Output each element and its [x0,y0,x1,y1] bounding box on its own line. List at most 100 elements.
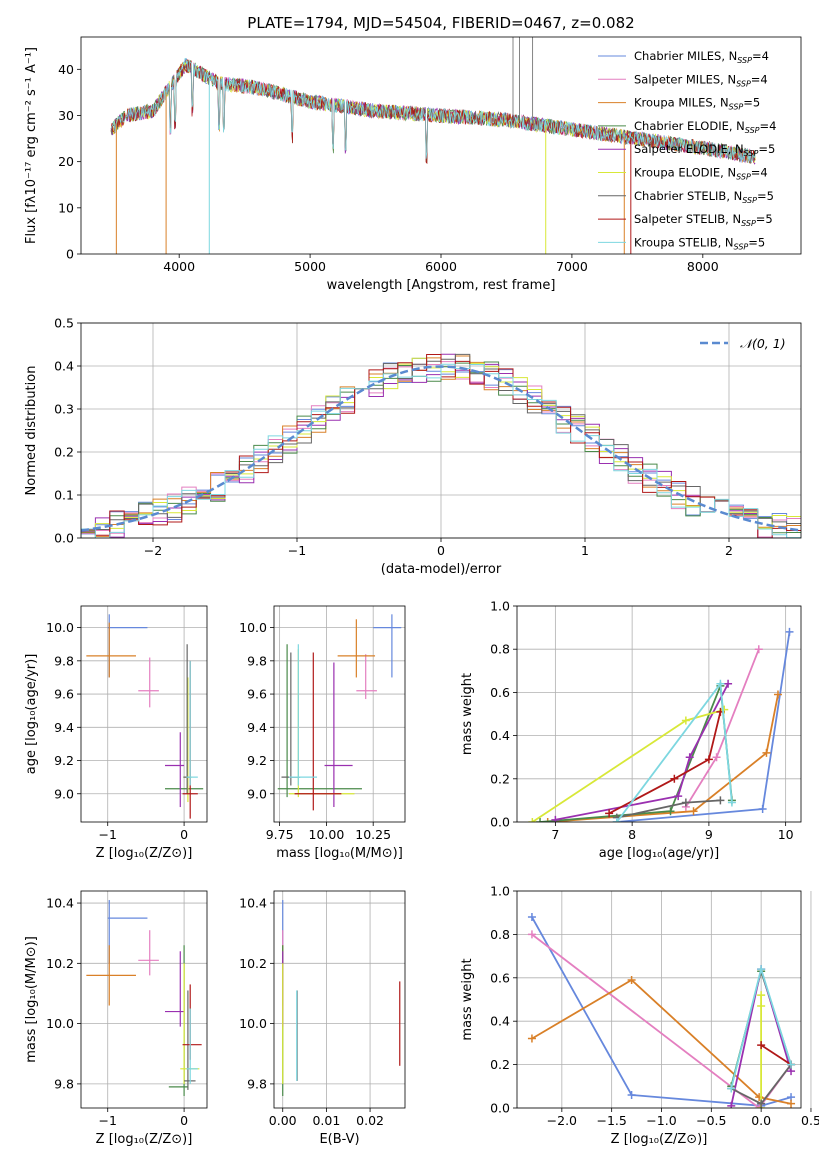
weight-marker [681,798,690,807]
spectrum-line [110,57,756,164]
y-tick-label: 10.0 [239,1016,267,1031]
weight-marker [689,807,698,816]
x-tick-label: 8 [628,827,636,842]
y-axis-label: mass [log₁₀(M/M⊙)] [24,936,39,1063]
y-tick-label: 10.2 [46,956,74,971]
y-tick-label: 0.6 [490,970,510,985]
y-axis-label: mass weight [460,673,475,755]
panel-spectrum: 4000 5000 6000 7000 8000 0 10 20 30 40 wavelength … [24,36,802,293]
legend-entry: Salpeter ELODIE, NSSP=5 [634,142,775,158]
y-tick-label: 0.0 [490,815,510,830]
histogram-series [81,354,801,538]
weight-marker [712,753,721,762]
weight-marker [704,755,713,764]
y-tick-label: 10.0 [239,620,267,635]
weight-marker [785,627,794,636]
y-tick-label: 10.0 [46,1016,74,1031]
x-tick-label: 7000 [556,259,588,274]
y-tick-label: 9.0 [247,786,267,801]
y-tick-label: 0.4 [54,359,74,374]
x-tick-label: 10 [778,827,794,842]
weight-line [547,694,779,822]
y-tick-label: 10.0 [46,620,74,635]
x-tick-label: −1 [99,1113,117,1128]
x-axis-label: wavelength [Angstrom, rest frame] [327,278,556,293]
weight-marker [727,1101,736,1108]
y-tick-label: 40 [58,62,74,77]
weight-line [555,683,729,821]
weight-marker [527,1034,536,1043]
x-tick-label: −1.5 [596,1113,626,1128]
x-tick-label: 2 [725,543,733,558]
weight-marker [757,1099,766,1108]
x-axis-label: E(B-V) [319,1132,359,1147]
legend-entry: Kroupa STELIB, NSSP=5 [634,235,765,251]
weight-marker [543,818,552,822]
weight-marker [612,818,621,822]
weight-marker [716,679,725,688]
weight-marker [727,798,736,807]
weight-marker [787,1060,796,1069]
plot-area-EBV-mass [282,900,401,1096]
weight-line [685,648,760,808]
y-tick-label: 10.4 [46,896,74,911]
legend-entry: Salpeter STELIB, NSSP=5 [634,212,773,228]
weight-marker [716,796,725,805]
panel-age-weight: 7 8 9 10 0.0 0.2 0.4 0.6 0.8 1.0 age [log₁₀(age/yr… [460,599,802,861]
x-tick-label: −1.0 [646,1113,676,1128]
y-tick-label: 10.4 [239,896,267,911]
axes-frame [80,890,208,1109]
x-tick-label: 0.02 [356,1113,384,1128]
y-tick-label: 9.0 [54,786,74,801]
x-tick-label: 9 [705,827,713,842]
panel-Z-age: −1 0 9.0 9.2 9.4 9.6 9.8 10.0 Z [log₁₀(Z/Z⊙)] age… [24,605,208,861]
x-tick-label: 1 [581,543,589,558]
legend-entry: 𝒩(0, 1) [740,336,786,351]
y-tick-label: 10.2 [239,956,267,971]
weight-marker [773,690,782,699]
legend-entry: Kroupa MILES, NSSP=5 [634,96,760,112]
x-tick-label: 10.00 [309,827,345,842]
legend-entry: Salpeter MILES, NSSP=4 [634,72,768,88]
weight-marker [757,1041,766,1050]
y-tick-label: 9.6 [54,687,74,702]
y-tick-label: 0.1 [54,488,74,503]
plot-area-age-weight [528,627,794,822]
weight-line [608,711,722,815]
weight-marker [528,818,537,822]
weight-marker [551,815,560,822]
y-tick-label: 9.8 [54,1076,74,1091]
y-tick-label: 10 [58,200,74,215]
x-tick-label: 10.25 [355,827,391,842]
x-tick-label: −1 [288,543,306,558]
weight-marker [787,1099,796,1108]
x-tick-label: −2 [144,543,162,558]
weight-marker [527,913,536,922]
y-tick-label: 0.0 [490,1101,510,1116]
axes-frame [273,605,406,823]
x-tick-label: 8000 [687,259,719,274]
weight-marker [754,645,763,654]
x-tick-label: 0 [180,827,188,842]
plot-area-Z-weight [527,913,796,1108]
panel-Z-mass: −1 0 9.8 10.0 10.2 10.4 Z [log₁₀(Z/Z⊙)] mass [l… [24,890,208,1147]
y-tick-label: 9.6 [247,687,267,702]
figure-title: PLATE=1794, MJD=54504, FIBERID=0467, z=0… [247,14,634,32]
weight-marker [627,1090,636,1099]
y-axis-label: age [log₁₀(age/yr)] [24,654,39,775]
x-tick-label: 0.5 [801,1113,819,1128]
x-tick-label: 7 [551,827,559,842]
plot-area-Z-age [86,614,204,819]
axes-frame [80,605,208,823]
weight-marker [758,805,767,814]
y-tick-label: 0.2 [54,445,74,460]
x-tick-label: 0 [437,543,445,558]
weight-marker [757,991,766,1000]
x-axis-label: Z [log₁₀(Z/Z⊙)] [96,846,193,861]
axes-frame [273,890,406,1109]
x-axis-label: Z [log₁₀(Z/Z⊙)] [611,1132,708,1147]
legend-entry: Kroupa ELODIE, NSSP=4 [634,166,768,182]
legend-entry: Chabrier MILES, NSSP=4 [634,49,769,65]
plot-area-Z-mass [86,900,202,1096]
